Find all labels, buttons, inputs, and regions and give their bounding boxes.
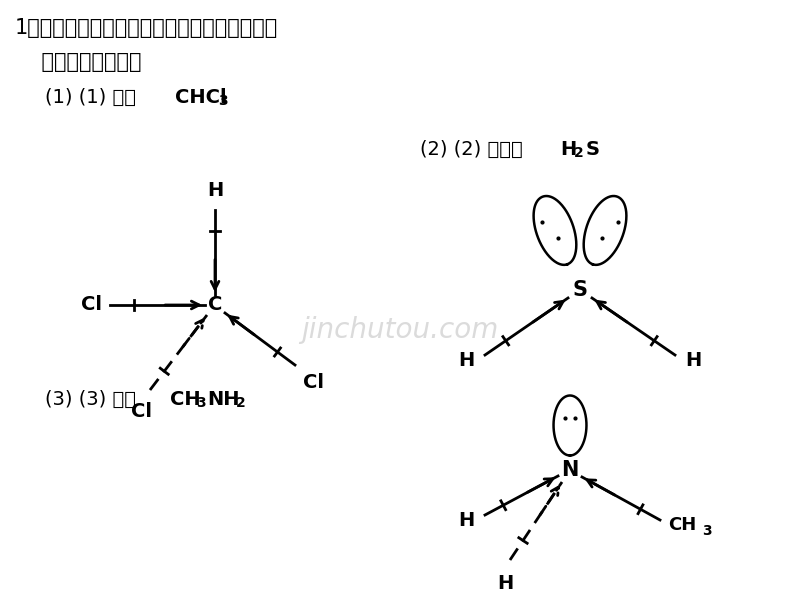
Text: (3) (3) 甲胺: (3) (3) 甲胺 [45, 390, 136, 409]
Text: S: S [586, 140, 600, 159]
Text: H: H [458, 511, 475, 529]
Text: N: N [562, 460, 578, 480]
Text: jinchutou.com: jinchutou.com [302, 316, 498, 344]
Text: H: H [560, 140, 576, 159]
Text: 1、写出下列化合物的共价键（用短线表示），: 1、写出下列化合物的共价键（用短线表示）， [15, 18, 278, 38]
Text: (2) (2) 硫化氢: (2) (2) 硫化氢 [420, 140, 522, 159]
Text: 2: 2 [574, 146, 584, 160]
Text: H: H [207, 181, 223, 200]
Text: H: H [497, 574, 513, 593]
Text: C: C [208, 295, 222, 314]
Text: NH: NH [207, 390, 239, 409]
Text: 3: 3 [196, 396, 206, 410]
Text: Cl: Cl [131, 402, 153, 421]
Text: CH: CH [170, 390, 201, 409]
Text: CH: CH [668, 516, 696, 534]
Text: CHCl: CHCl [175, 88, 226, 107]
Text: H: H [458, 350, 475, 370]
Text: Cl: Cl [81, 295, 102, 314]
Text: H: H [685, 350, 702, 370]
Text: 3: 3 [702, 524, 712, 538]
Text: 3: 3 [218, 94, 228, 108]
Text: (1) (1) 氯仿: (1) (1) 氯仿 [45, 88, 136, 107]
Text: 推出它们的方向。: 推出它们的方向。 [15, 52, 142, 72]
Text: 2: 2 [236, 396, 246, 410]
Text: Cl: Cl [303, 373, 324, 392]
Text: S: S [573, 280, 587, 300]
